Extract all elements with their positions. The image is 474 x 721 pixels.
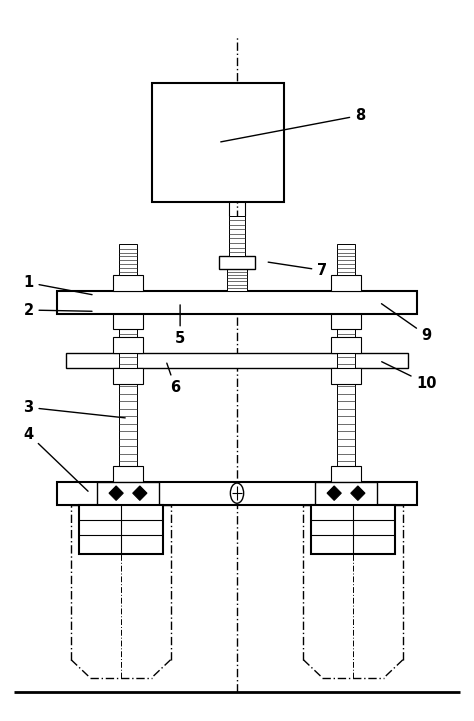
- Bar: [331, 368, 361, 384]
- Bar: [113, 466, 143, 482]
- Bar: [331, 314, 361, 329]
- Bar: [311, 505, 395, 554]
- Bar: [227, 265, 247, 291]
- Bar: [57, 291, 417, 314]
- Text: 4: 4: [23, 427, 88, 491]
- Polygon shape: [327, 486, 341, 500]
- Bar: [119, 314, 137, 482]
- Bar: [113, 505, 143, 521]
- Bar: [315, 482, 377, 505]
- Polygon shape: [133, 486, 147, 500]
- Text: 3: 3: [23, 400, 125, 418]
- Bar: [331, 466, 361, 482]
- Bar: [331, 505, 361, 521]
- Bar: [79, 505, 163, 554]
- Bar: [97, 482, 159, 505]
- Bar: [119, 244, 137, 275]
- Text: 5: 5: [175, 305, 185, 346]
- Circle shape: [230, 483, 244, 503]
- Bar: [219, 256, 255, 269]
- Bar: [337, 314, 355, 482]
- Bar: [337, 244, 355, 275]
- Text: 8: 8: [221, 108, 365, 142]
- Polygon shape: [351, 486, 365, 500]
- Text: 6: 6: [167, 363, 181, 395]
- Bar: [229, 216, 245, 256]
- Bar: [152, 83, 284, 202]
- Text: 1: 1: [23, 275, 92, 295]
- Bar: [57, 482, 417, 505]
- Bar: [113, 368, 143, 384]
- Bar: [66, 353, 408, 368]
- Text: 7: 7: [268, 262, 328, 278]
- Text: 9: 9: [382, 304, 432, 342]
- Bar: [113, 314, 143, 329]
- Text: 2: 2: [23, 303, 92, 317]
- Bar: [113, 275, 143, 291]
- Bar: [113, 337, 143, 353]
- Polygon shape: [109, 486, 123, 500]
- Bar: [331, 275, 361, 291]
- Bar: [331, 337, 361, 353]
- Text: 10: 10: [382, 362, 437, 391]
